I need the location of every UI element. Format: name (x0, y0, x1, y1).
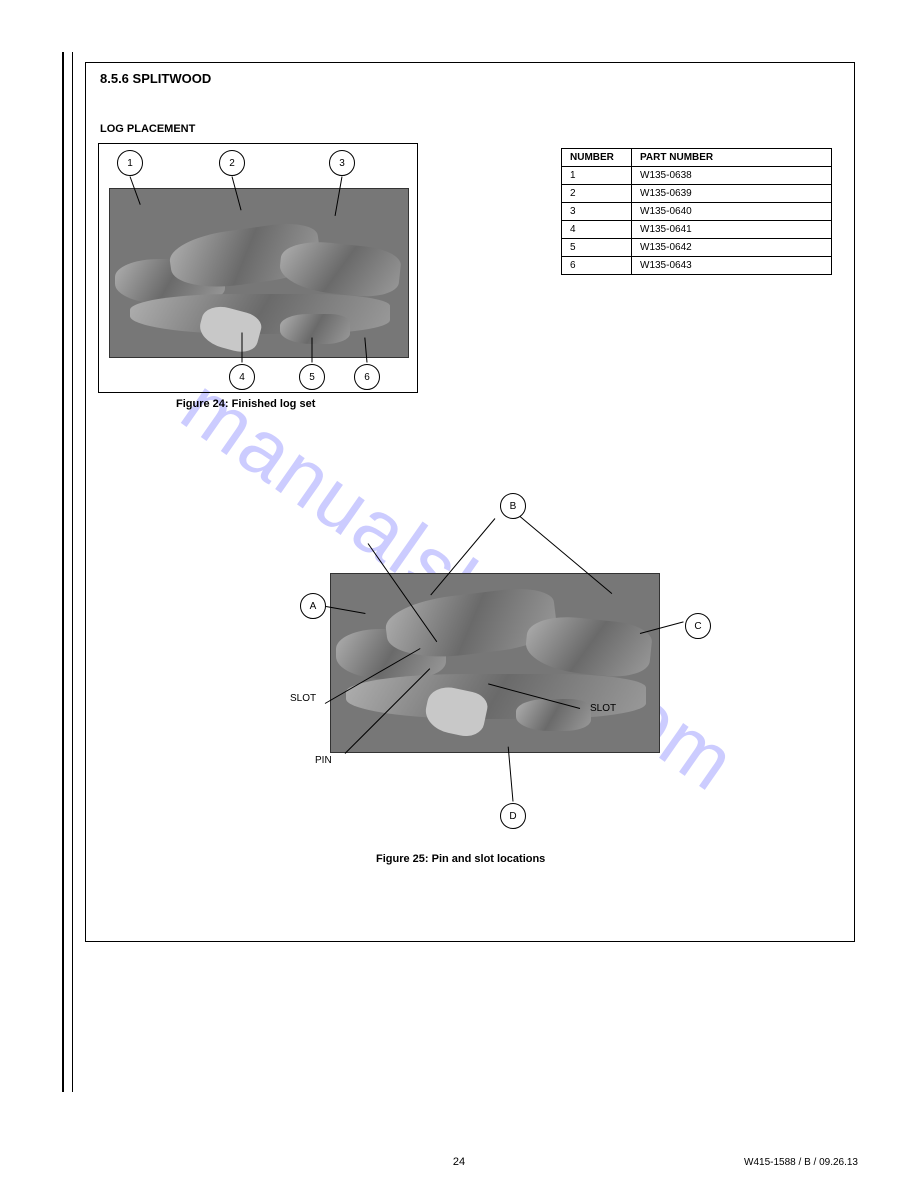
margin-rule-inner (72, 52, 73, 1092)
cell-pn: W135-0639 (632, 185, 832, 203)
table-row: 6W135-0643 (562, 257, 832, 275)
figure-25-image (330, 573, 660, 753)
table-row: 5W135-0642 (562, 239, 832, 257)
label-pin: PIN (315, 755, 332, 766)
figure-24-caption: Figure 24: Finished log set (176, 398, 315, 410)
content-box: 8.5.6 SPLITWOOD LOG PLACEMENT 1 2 3 4 5 (85, 62, 855, 942)
cell-pn: W135-0640 (632, 203, 832, 221)
label-slot: SLOT (590, 703, 616, 714)
callout-bubble-1: 1 (117, 150, 143, 176)
figure-24-box: 1 2 3 4 5 6 (98, 143, 418, 393)
callout-bubble-2: 2 (219, 150, 245, 176)
parts-table: NUMBER PART NUMBER 1W135-0638 2W135-0639… (561, 148, 832, 275)
cell-no: 1 (562, 167, 632, 185)
table-row: 2W135-0639 (562, 185, 832, 203)
table-row: 1W135-0638 (562, 167, 832, 185)
leader-line (312, 338, 313, 363)
table-row: 3W135-0640 (562, 203, 832, 221)
table-header-number: NUMBER (562, 149, 632, 167)
label-slot: SLOT (290, 693, 316, 704)
callout-bubble-5: 5 (299, 364, 325, 390)
table-header-row: NUMBER PART NUMBER (562, 149, 832, 167)
cell-no: 2 (562, 185, 632, 203)
leader-line (242, 333, 243, 363)
footer-code: W415-1588 / B / 09.26.13 (744, 1157, 858, 1168)
margin-rule-outer (62, 52, 64, 1092)
callout-bubble-c: C (685, 613, 711, 639)
cell-pn: W135-0643 (632, 257, 832, 275)
leader-line (508, 747, 514, 802)
figure-24-image (109, 188, 409, 358)
callout-bubble-a: A (300, 593, 326, 619)
page: manualshive.com 8.5.6 SPLITWOOD LOG PLAC… (0, 0, 918, 1188)
section-title: 8.5.6 SPLITWOOD (100, 71, 211, 86)
cell-pn: W135-0641 (632, 221, 832, 239)
figure-25-wrap: B A C D SLOT PIN SLOT (220, 483, 720, 843)
table-row: 4W135-0641 (562, 221, 832, 239)
cell-no: 3 (562, 203, 632, 221)
callout-bubble-4: 4 (229, 364, 255, 390)
cell-no: 5 (562, 239, 632, 257)
sub-title: LOG PLACEMENT (100, 123, 195, 135)
callout-bubble-3: 3 (329, 150, 355, 176)
cell-pn: W135-0638 (632, 167, 832, 185)
callout-bubble-b: B (500, 493, 526, 519)
cell-pn: W135-0642 (632, 239, 832, 257)
cell-no: 6 (562, 257, 632, 275)
figure-25-caption: Figure 25: Pin and slot locations (376, 853, 545, 865)
callout-bubble-d: D (500, 803, 526, 829)
table-header-partnumber: PART NUMBER (632, 149, 832, 167)
cell-no: 4 (562, 221, 632, 239)
callout-bubble-6: 6 (354, 364, 380, 390)
